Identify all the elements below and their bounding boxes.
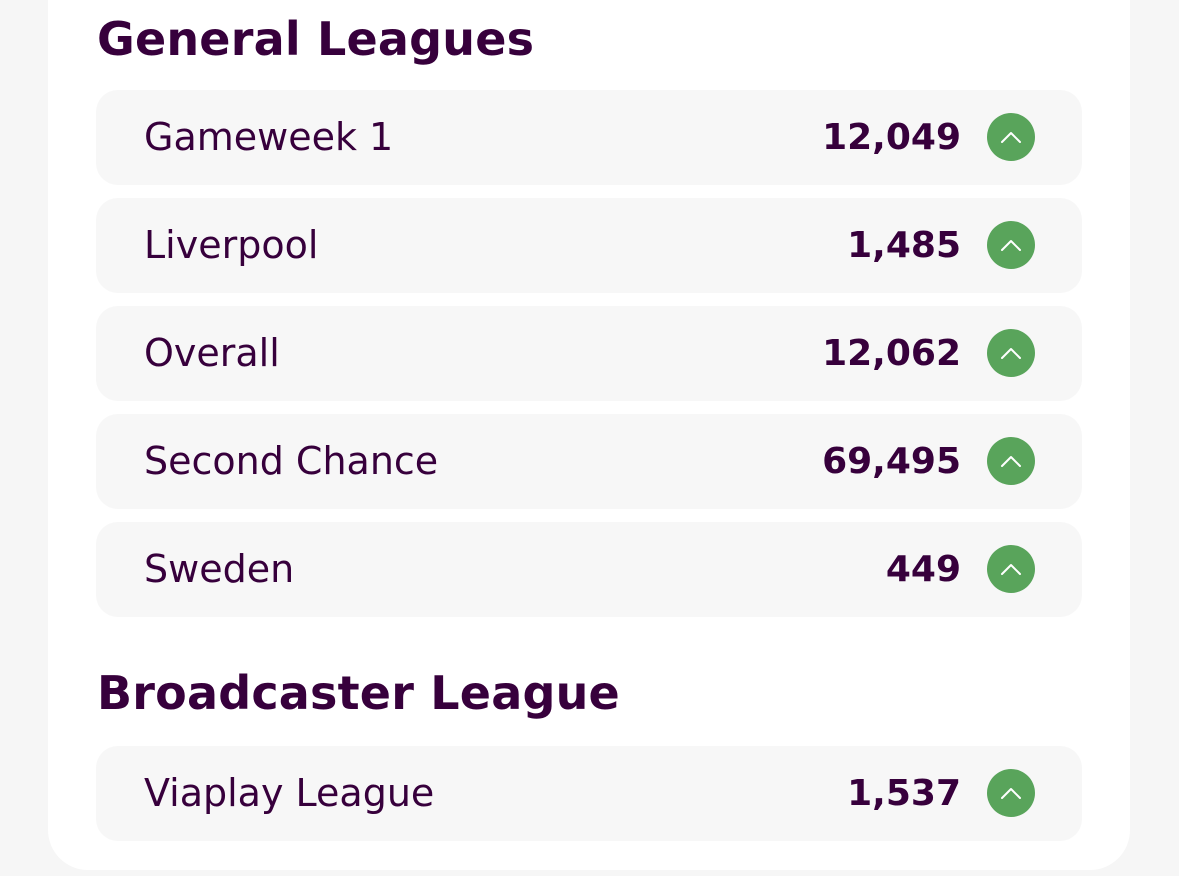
league-rank: 1,485 bbox=[847, 225, 961, 266]
rank-up-chevron-icon bbox=[987, 545, 1035, 593]
rank-up-chevron-icon bbox=[987, 437, 1035, 485]
league-rank: 449 bbox=[885, 549, 961, 590]
league-rank: 12,062 bbox=[822, 333, 961, 374]
league-rank: 12,049 bbox=[822, 117, 961, 158]
league-name: Overall bbox=[144, 331, 280, 375]
league-name: Liverpool bbox=[144, 223, 319, 267]
rank-up-chevron-icon bbox=[987, 769, 1035, 817]
section-title-broadcaster-league: Broadcaster League bbox=[97, 666, 620, 720]
league-row-viaplay-league[interactable]: Viaplay League 1,537 bbox=[96, 746, 1082, 841]
league-row-sweden[interactable]: Sweden 449 bbox=[96, 522, 1082, 617]
section-title-general-leagues: General Leagues bbox=[97, 12, 535, 66]
league-name: Second Chance bbox=[144, 439, 439, 483]
rank-up-chevron-icon bbox=[987, 221, 1035, 269]
league-row-second-chance[interactable]: Second Chance 69,495 bbox=[96, 414, 1082, 509]
rank-up-chevron-icon bbox=[987, 113, 1035, 161]
league-name: Viaplay League bbox=[144, 771, 435, 815]
league-name: Gameweek 1 bbox=[144, 115, 394, 159]
league-row-overall[interactable]: Overall 12,062 bbox=[96, 306, 1082, 401]
league-rank: 69,495 bbox=[822, 441, 961, 482]
league-row-gameweek-1[interactable]: Gameweek 1 12,049 bbox=[96, 90, 1082, 185]
league-row-liverpool[interactable]: Liverpool 1,485 bbox=[96, 198, 1082, 293]
rank-up-chevron-icon bbox=[987, 329, 1035, 377]
league-name: Sweden bbox=[144, 547, 295, 591]
league-rank: 1,537 bbox=[847, 773, 961, 814]
